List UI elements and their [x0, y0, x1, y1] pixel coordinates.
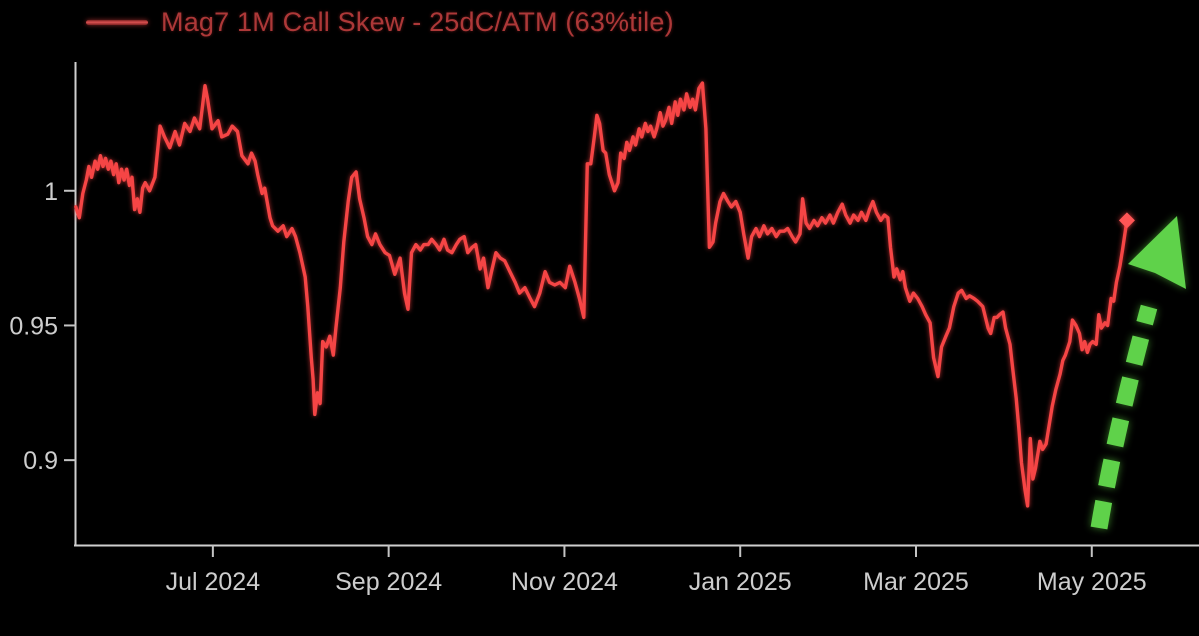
x-tick-label: Nov 2024: [511, 568, 618, 596]
legend-line-swatch-icon: [86, 19, 148, 25]
x-tick-label: Sep 2024: [335, 568, 442, 596]
legend: Mag7 1M Call Skew - 25dC/ATM (63%tile): [86, 6, 674, 38]
arrow-shaft: [1090, 304, 1158, 530]
y-tick-label: 0.95: [9, 312, 58, 340]
y-tick-label: 1: [44, 178, 58, 206]
y-tick-label: 0.9: [23, 447, 58, 475]
end-diamond-marker: [1118, 212, 1135, 229]
x-tick-label: Jan 2025: [689, 568, 792, 596]
arrow-head: [1128, 216, 1186, 289]
axes: [74, 62, 1199, 547]
x-tick-label: Mar 2025: [863, 568, 969, 596]
series-end-marker: [1118, 212, 1135, 229]
trend-up-arrow-icon: [1090, 216, 1186, 530]
x-tick-label: Jul 2024: [166, 568, 261, 596]
series-line: [74, 81, 1129, 508]
tick-labels: Jul 2024 Sep 2024 Nov 2024 Jan 2025 Mar 2025…: [9, 178, 1146, 596]
skew-line: [74, 81, 1129, 508]
tick-marks: [64, 189, 1093, 557]
x-tick-label: May 2025: [1037, 568, 1147, 596]
legend-label: Mag7 1M Call Skew - 25dC/ATM (63%tile): [161, 6, 674, 37]
